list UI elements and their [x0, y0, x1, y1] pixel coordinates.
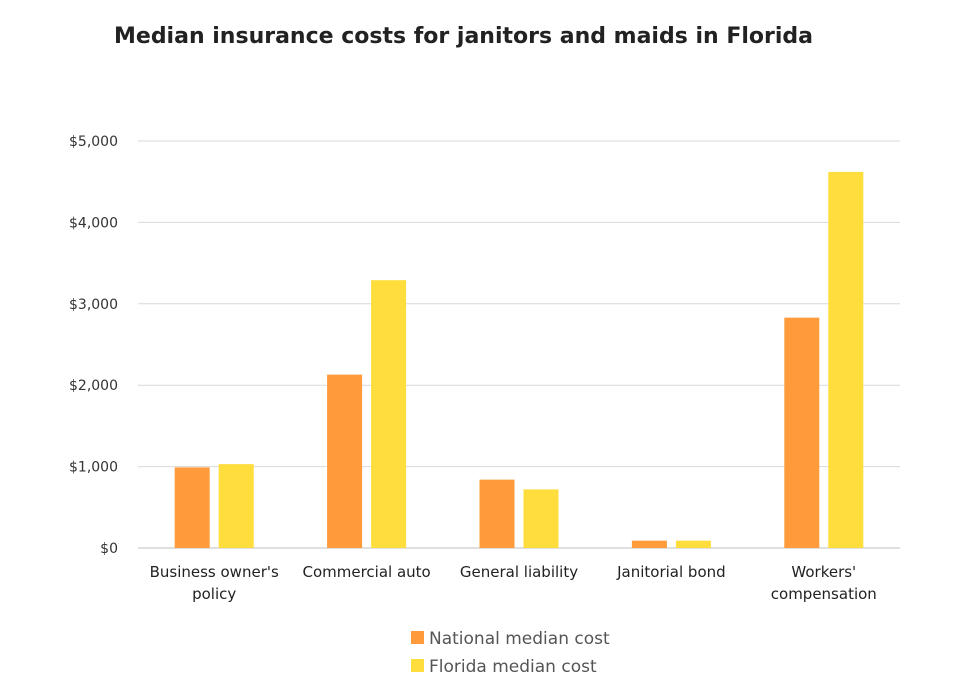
bar-national: National median cost: 2830 [784, 317, 820, 548]
bar-florida: Florida median cost: 720 [523, 489, 559, 548]
bars: National median cost: 990Florida median … [174, 171, 864, 548]
x-tick-label: Business owner's policy [150, 563, 279, 603]
bar-florida: Florida median cost: 90 [675, 540, 711, 548]
bar-florida: Florida median cost: 3290 [371, 280, 407, 548]
x-axis-ticks: Business owner's policy Commercial auto Gen… [150, 563, 877, 603]
legend-label-florida: Florida median cost [429, 657, 597, 677]
legend: National median cost Florida median cost [411, 629, 610, 677]
legend-swatch-national [411, 631, 424, 644]
bar-florida: Florida median cost: 4620 [828, 171, 864, 548]
y-axis-ticks: $0 $1,000 $2,000 $3,000 $4,000 $5,000 [69, 134, 118, 557]
x-tick-label: Janitorial bond [616, 563, 726, 581]
bar-national: National median cost: 90 [631, 540, 667, 548]
y-tick-label: $5,000 [69, 134, 118, 150]
y-tick-label: $1,000 [69, 460, 118, 476]
x-tick-label: General liability [460, 563, 578, 581]
grid [138, 140, 900, 549]
bar-florida: Florida median cost: 1030 [218, 464, 254, 548]
y-tick-label: $0 [100, 541, 118, 557]
x-tick-label: Workers' compensation [771, 563, 877, 603]
bar-national: National median cost: 840 [479, 479, 515, 548]
bar-national: National median cost: 2130 [327, 374, 363, 548]
bar-national: National median cost: 990 [174, 467, 210, 548]
y-tick-label: $4,000 [69, 215, 118, 231]
legend-swatch-florida [411, 659, 424, 672]
legend-label-national: National median cost [429, 629, 610, 649]
chart-title: Median insurance costs for janitors and … [114, 24, 813, 49]
x-tick-label: Commercial auto [302, 563, 430, 581]
y-tick-label: $2,000 [69, 378, 118, 394]
y-tick-label: $3,000 [69, 297, 118, 313]
